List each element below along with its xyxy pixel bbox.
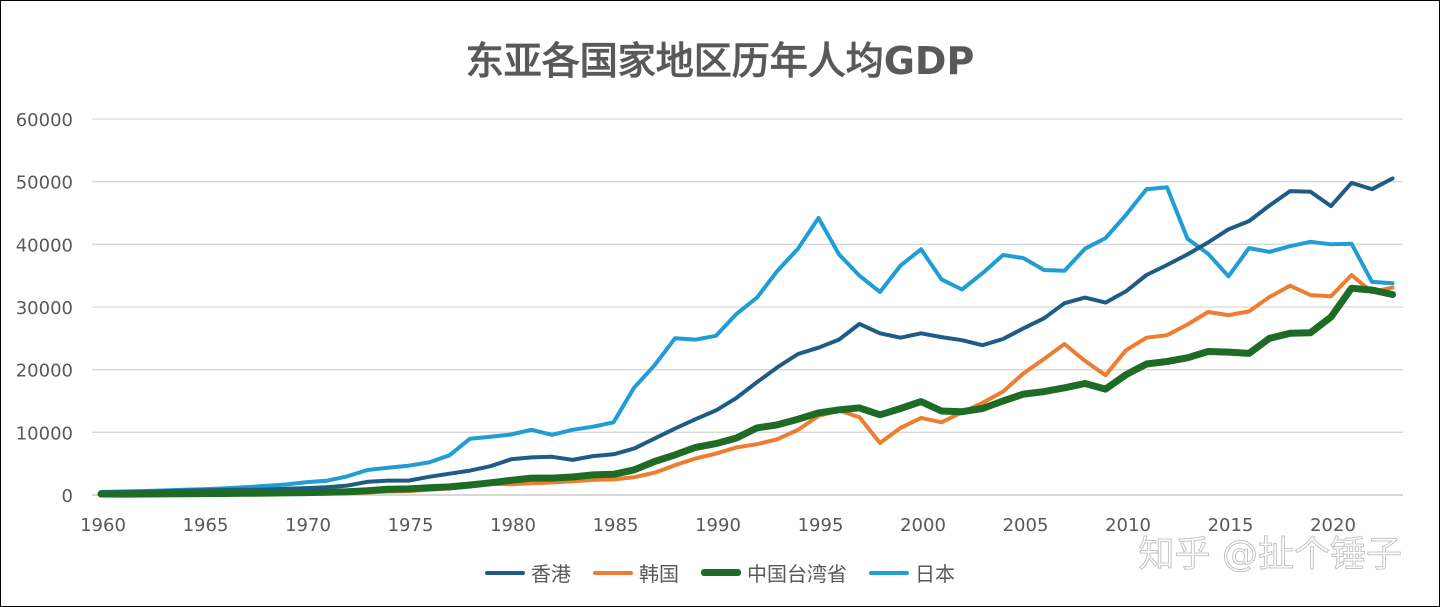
legend-item: 韩国 [593, 558, 679, 587]
y-tick-label: 40000 [16, 235, 73, 256]
legend-swatch [485, 570, 525, 575]
x-tick-label: 2010 [1105, 515, 1151, 536]
x-tick-label: 1965 [183, 515, 229, 536]
x-tick-label: 1980 [490, 515, 536, 536]
y-tick-label: 60000 [16, 110, 73, 131]
series-line-2 [97, 284, 1396, 498]
y-tick-label: 10000 [16, 423, 73, 444]
x-tick-label: 1970 [285, 515, 331, 536]
legend-label: 中国台湾省 [747, 562, 847, 586]
legend-label: 韩国 [639, 562, 679, 586]
legend-item: 中国台湾省 [701, 558, 847, 587]
y-tick-label: 30000 [16, 298, 73, 319]
x-tick-label: 1985 [593, 515, 639, 536]
legend-label: 日本 [915, 562, 955, 586]
x-tick-label: 2000 [900, 515, 946, 536]
x-tick-label: 1960 [80, 515, 126, 536]
legend-item: 日本 [869, 558, 955, 587]
y-tick-label: 20000 [16, 361, 73, 382]
x-tick-label: 2020 [1310, 515, 1356, 536]
x-tick-label: 2015 [1208, 515, 1254, 536]
x-tick-label: 1990 [695, 515, 741, 536]
watermark: 知乎 @扯个锤子 [1138, 534, 1402, 576]
legend-item: 香港 [485, 558, 571, 587]
x-tick-label: 2005 [1003, 515, 1049, 536]
x-tick-label: 1975 [388, 515, 434, 536]
x-tick-label: 1995 [798, 515, 844, 536]
legend: 香港 韩国 中国台湾省 日本 [0, 558, 1440, 587]
series-line-0 [99, 176, 1395, 495]
legend-swatch [869, 570, 909, 575]
legend-swatch [593, 570, 633, 575]
y-tick-label: 0 [62, 486, 73, 507]
legend-label: 香港 [531, 562, 571, 586]
chart-title: 东亚各国家地区历年人均GDP [465, 39, 975, 83]
series-line-3 [99, 185, 1395, 494]
y-tick-label: 50000 [16, 173, 73, 194]
legend-swatch [701, 569, 741, 576]
